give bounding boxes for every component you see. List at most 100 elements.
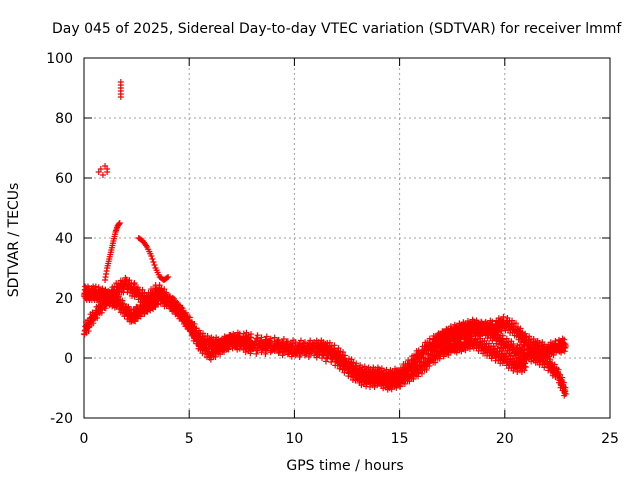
data-point-band-c — [560, 379, 567, 386]
data-point-band-a — [342, 352, 349, 359]
data-point-band-a — [562, 343, 569, 349]
data-point-band-c — [521, 343, 528, 350]
data-point-band-b — [115, 293, 122, 300]
data-point-band-b — [201, 338, 208, 345]
data-point-band-a — [348, 356, 355, 363]
data-point-band-a — [301, 339, 308, 346]
data-point-band-a — [263, 333, 270, 340]
data-point-band-c — [447, 323, 454, 330]
data-point-band-c — [562, 391, 569, 397]
data-point-band-a — [275, 336, 282, 343]
data-point-band-b — [251, 339, 258, 346]
data-point-band-b — [457, 336, 464, 343]
x-tick-label: 10 — [285, 431, 303, 447]
data-point-band-c — [543, 352, 550, 359]
data-point-band-a — [169, 294, 176, 301]
data-point-band-b — [343, 357, 350, 364]
x-tick-label: 15 — [391, 431, 409, 447]
data-point-band-b — [274, 338, 281, 345]
data-point-arc-2 — [151, 262, 158, 268]
data-point-band-b — [304, 342, 311, 349]
data-point-band-a — [335, 345, 342, 352]
y-tick-label: 40 — [55, 231, 73, 247]
data-point-band-a — [126, 277, 133, 284]
data-point-band-c — [549, 360, 556, 367]
data-point-band-a — [552, 338, 559, 345]
data-point-band-a — [297, 337, 304, 344]
data-point-arc-1 — [116, 220, 123, 226]
data-point-band-c — [562, 384, 569, 391]
data-point-band-b — [522, 360, 529, 367]
data-point-band-c — [559, 374, 566, 381]
x-tick-label: 5 — [185, 431, 194, 447]
data-point-band-c — [499, 332, 506, 339]
data-point-band-a — [307, 337, 314, 344]
data-point-band-a — [340, 349, 347, 356]
data-point-band-a — [284, 338, 291, 345]
data-point-band-c — [436, 331, 443, 338]
data-point-band-a — [292, 339, 299, 346]
y-tick-label: 100 — [46, 51, 73, 67]
data-point-band-b — [181, 310, 188, 317]
x-tick-label: 25 — [601, 431, 619, 447]
data-point-arc-2 — [164, 274, 171, 281]
x-tick-label: 0 — [80, 431, 89, 447]
data-point-band-b — [179, 305, 186, 312]
data-point-band-b — [309, 340, 316, 347]
data-point-band-a — [519, 329, 526, 336]
y-tick-label: 60 — [55, 171, 73, 187]
data-point-cluster-60 — [104, 169, 111, 175]
data-point-band-b — [190, 324, 197, 331]
data-point-band-a — [522, 330, 529, 337]
data-point-band-a — [191, 320, 198, 327]
data-point-band-a — [514, 324, 521, 331]
data-point-band-b — [257, 337, 264, 344]
y-tick-label: -20 — [50, 411, 73, 427]
data-point-band-a — [353, 360, 360, 367]
data-point-band-a — [517, 325, 524, 332]
data-point-cluster-60 — [99, 172, 106, 178]
data-point-band-b — [320, 348, 327, 355]
data-point-band-b — [295, 342, 302, 349]
data-point-band-b — [278, 340, 285, 347]
y-tick-label: 20 — [55, 291, 73, 307]
data-point-band-b — [184, 313, 191, 320]
data-point-band-b — [317, 342, 324, 349]
data-point-band-b — [522, 364, 529, 370]
data-point-band-b — [334, 350, 341, 357]
data-point-band-b — [266, 337, 273, 344]
data-point-band-b — [316, 345, 323, 352]
data-point-arc-2 — [148, 253, 155, 259]
data-point-band-b — [395, 370, 402, 377]
data-point-band-b — [92, 283, 99, 290]
data-point-band-b — [119, 297, 126, 304]
data-point-band-a — [271, 334, 278, 341]
data-point-band-b — [120, 300, 127, 307]
data-point-band-c — [547, 356, 554, 363]
data-point-band-b — [194, 332, 201, 339]
data-point-band-c — [510, 340, 517, 347]
data-point-band-a — [258, 334, 265, 341]
data-point-band-b — [325, 349, 332, 356]
data-point-arc-2 — [149, 256, 156, 262]
data-point-band-b — [329, 352, 336, 359]
data-point-band-a — [512, 320, 519, 327]
data-point-band-a — [248, 331, 255, 338]
data-point-cluster-60 — [97, 166, 104, 172]
data-point-band-b — [261, 339, 268, 346]
data-point-band-b — [300, 340, 307, 347]
data-point-band-b — [176, 302, 183, 309]
data-point-band-a — [500, 313, 507, 320]
chart-title: Day 045 of 2025, Sidereal Day-to-day VTE… — [52, 21, 622, 37]
data-point-spike-24 — [133, 286, 140, 292]
data-point-band-b — [192, 327, 199, 334]
tick-labels: 0 5 10 15 20 25 -20 0 20 40 60 80 100 — [46, 51, 619, 447]
data-point-band-b — [351, 365, 358, 372]
data-point-band-a — [127, 283, 134, 290]
data-point-band-a — [254, 332, 261, 339]
x-axis-title: GPS time / hours — [286, 458, 403, 474]
data-point-band-a — [280, 335, 287, 342]
y-tick-label: 80 — [55, 111, 73, 127]
axis-ticks — [83, 57, 611, 419]
